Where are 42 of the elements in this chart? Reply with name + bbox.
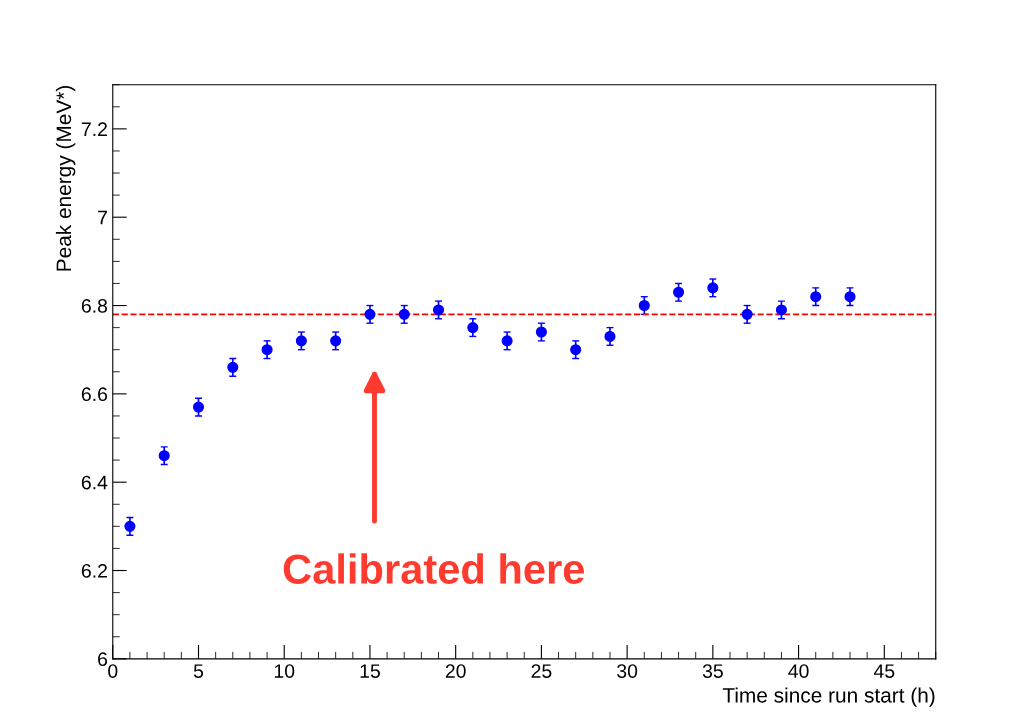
y-axis-title: Peak energy (MeV*) xyxy=(55,85,76,271)
x-tick-label: 10 xyxy=(274,664,295,678)
x-tick-label: 15 xyxy=(360,664,380,678)
x-tick-label: 5 xyxy=(193,664,204,678)
y-tick-label: 6.8 xyxy=(81,299,108,313)
point xyxy=(158,450,170,462)
point xyxy=(570,344,582,356)
x-tick-label: 45 xyxy=(873,664,895,678)
annotation: Calibrated here xyxy=(283,553,584,584)
y-tick-label: 6 xyxy=(98,652,108,667)
point xyxy=(124,520,136,532)
point xyxy=(192,401,205,413)
x-tick-label: 25 xyxy=(531,664,552,678)
point xyxy=(810,291,822,303)
y-tick-label: 7 xyxy=(98,210,107,225)
x-tick-label: 35 xyxy=(702,664,723,678)
point xyxy=(330,335,342,347)
point xyxy=(673,286,685,298)
x-tick-label: 30 xyxy=(617,664,638,678)
point xyxy=(638,299,650,312)
x-tick-label: 40 xyxy=(788,664,809,678)
point xyxy=(261,344,273,356)
point xyxy=(398,308,410,320)
point xyxy=(741,308,753,320)
point xyxy=(535,326,547,338)
x-axis-title: Time since run start (h) xyxy=(722,687,935,707)
point xyxy=(227,361,239,373)
x-tick-label: 20 xyxy=(445,664,466,678)
point xyxy=(501,335,513,347)
y-tick-label: 6.6 xyxy=(81,387,108,402)
x-tick-label: 0 xyxy=(108,664,118,678)
point xyxy=(844,291,856,303)
y-tick-label: 7.2 xyxy=(81,122,107,136)
point xyxy=(432,304,445,316)
point xyxy=(775,304,787,316)
y-tick-label: 6.4 xyxy=(81,475,108,490)
point xyxy=(364,308,376,320)
point xyxy=(467,322,479,334)
point xyxy=(295,335,307,347)
point xyxy=(604,330,616,342)
y-tick-label: 6.2 xyxy=(81,563,107,578)
point xyxy=(707,282,719,294)
